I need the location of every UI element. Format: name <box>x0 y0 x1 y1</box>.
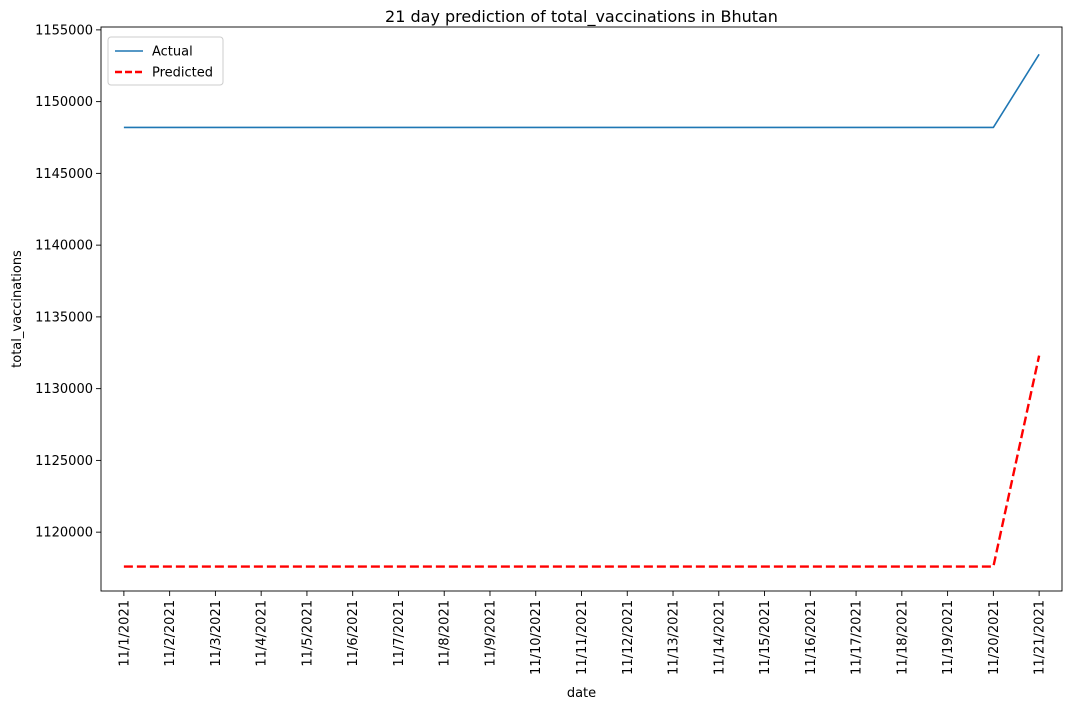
x-tick-label: 11/20/2021 <box>987 600 1002 675</box>
series-line-predicted <box>123 355 1041 568</box>
x-tick-label: 11/21/2021 <box>1033 600 1048 675</box>
legend: Actual Predicted <box>107 36 224 86</box>
x-tick-label: 11/4/2021 <box>255 600 270 667</box>
x-tick-label: 11/2/2021 <box>163 600 178 667</box>
x-tick-label: 11/15/2021 <box>758 600 773 675</box>
y-axis-label: total_vaccinations <box>10 250 25 368</box>
x-tick-label: 11/13/2021 <box>667 600 682 675</box>
x-tick-label: 11/5/2021 <box>300 600 315 667</box>
x-tick-label: 11/10/2021 <box>529 600 544 675</box>
y-tick-label: 1135000 <box>35 310 93 325</box>
y-tick-label: 1145000 <box>35 167 93 182</box>
legend-label-predicted: Predicted <box>152 66 213 81</box>
x-tick-label: 11/16/2021 <box>804 600 819 675</box>
y-tick-label: 1140000 <box>35 239 93 254</box>
x-tick-label: 11/6/2021 <box>346 600 361 667</box>
plot-frame <box>100 26 1063 592</box>
y-tick-label: 1150000 <box>35 95 93 110</box>
series-line-actual <box>123 53 1040 129</box>
x-tick-label: 11/3/2021 <box>209 600 224 667</box>
x-tick-label: 11/18/2021 <box>895 600 910 675</box>
y-tick-label: 1130000 <box>35 382 93 397</box>
x-tick-label: 11/8/2021 <box>438 600 453 667</box>
y-tick-label: 1125000 <box>35 454 93 469</box>
y-tick-label: 1120000 <box>35 526 93 541</box>
chart-title: 21 day prediction of total_vaccinations … <box>385 7 778 27</box>
y-tick-label: 1155000 <box>35 23 93 38</box>
x-tick-label: 11/12/2021 <box>621 600 636 675</box>
x-tick-label: 11/7/2021 <box>392 600 407 667</box>
legend-label-actual: Actual <box>152 45 193 60</box>
x-axis-label: date <box>567 686 596 701</box>
plot-area: 11/1/2021 11/2/2021 11/3/2021 11/4/2021 11/5… <box>35 23 1063 675</box>
x-tick-label: 11/1/2021 <box>117 600 132 667</box>
x-tick-label: 11/11/2021 <box>575 600 590 675</box>
x-tick-label: 11/17/2021 <box>850 600 865 675</box>
x-tick-label: 11/9/2021 <box>483 600 498 667</box>
x-tick-label: 11/19/2021 <box>941 600 956 675</box>
x-tick-label: 11/14/2021 <box>712 600 727 675</box>
